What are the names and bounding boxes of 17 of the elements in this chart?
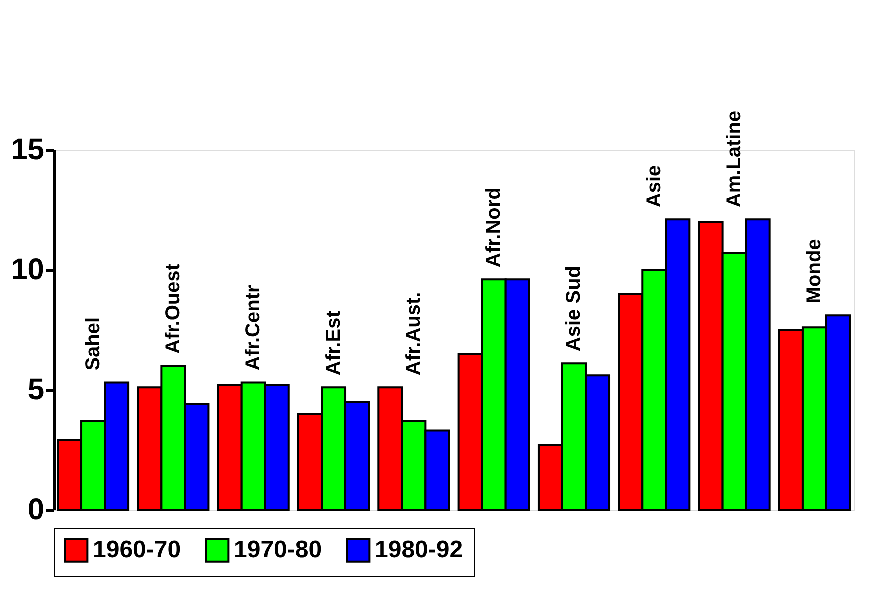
legend-label: 1960-70 <box>93 536 182 564</box>
x-tick-label: Afr.Centr <box>242 285 265 371</box>
x-tick-label: Sahel <box>82 317 104 371</box>
x-tick-label: Am.Latine <box>724 110 746 208</box>
legend-label: 1970-80 <box>234 536 322 564</box>
x-tick-label: Asie <box>643 165 666 208</box>
x-tick-label: Afr.Nord <box>483 188 506 268</box>
y-tick-label: 15 <box>11 134 44 166</box>
x-tick-label: Afr.Ouest <box>162 264 184 354</box>
x-tick-label: Afr.Aust. <box>402 292 425 376</box>
x-tick-label: Asie Sud <box>563 266 586 352</box>
x-tick-label: Monde <box>804 239 826 304</box>
x-tick-label: Afr.Est <box>322 310 345 376</box>
y-tick-label: 0 <box>28 494 44 526</box>
y-tick-label: 10 <box>11 254 44 286</box>
legend-label: 1980-92 <box>375 536 464 564</box>
y-tick-label: 5 <box>28 374 44 406</box>
